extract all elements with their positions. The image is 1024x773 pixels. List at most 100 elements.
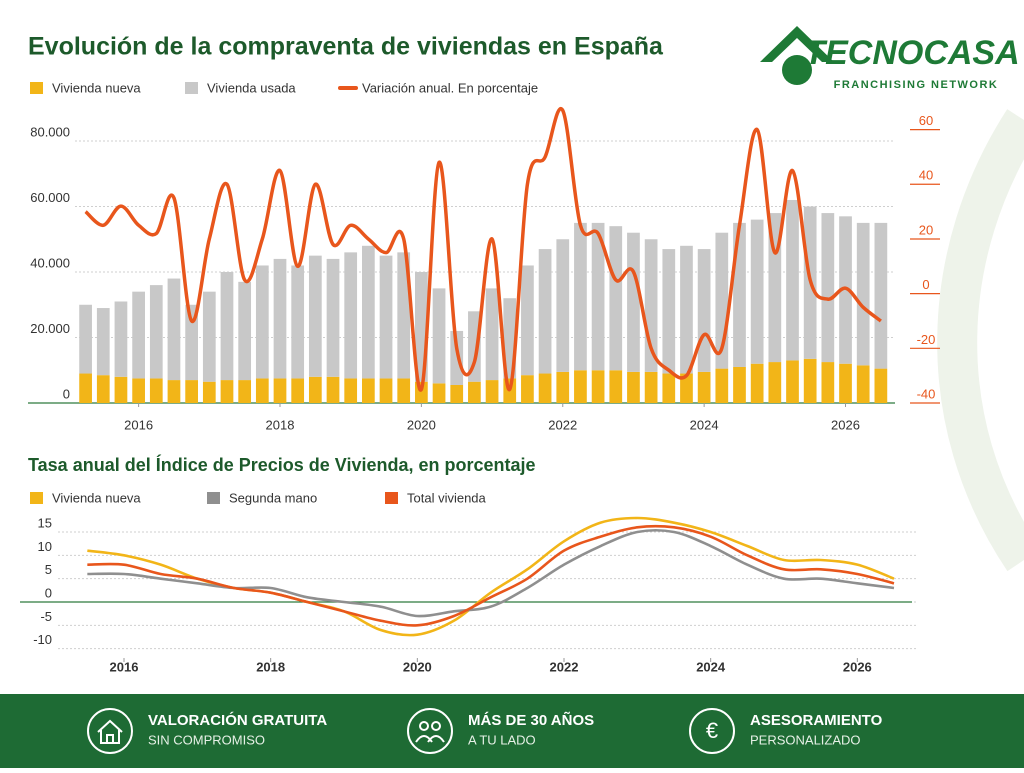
legend-label: Vivienda usada [207, 80, 296, 95]
bar [538, 249, 552, 374]
x-tick-label: 2016 [124, 417, 153, 432]
bar [255, 265, 269, 379]
bar [308, 376, 322, 403]
x-tick-label: 2020 [403, 659, 432, 674]
bar [255, 378, 269, 403]
legend-swatch [385, 492, 398, 504]
x-tick-label: 2026 [831, 417, 860, 432]
bar [202, 291, 216, 382]
bar [750, 363, 764, 403]
bar [468, 381, 481, 403]
bar [803, 358, 817, 403]
footer-subtitle: SIN COMPROMISO [148, 732, 265, 747]
bar [662, 373, 676, 403]
legend-swatch [185, 82, 198, 94]
footer-title: MÁS DE 30 AÑOS [468, 711, 594, 729]
bar [733, 366, 746, 403]
logo-circle [782, 55, 812, 85]
x-tick-label: 2022 [550, 659, 579, 674]
bar [397, 378, 411, 403]
icon-people [415, 735, 445, 743]
logo-roof [760, 26, 834, 62]
y-tick-label: -5 [40, 609, 52, 624]
bar [627, 232, 640, 372]
bar [680, 373, 693, 403]
icon-house [97, 719, 123, 744]
bar [326, 258, 340, 377]
bar [574, 222, 587, 371]
chart-title: Evolución de la compraventa de viviendas… [28, 33, 664, 61]
y2-tick-label: -40 [917, 386, 936, 401]
bar [839, 363, 852, 403]
y2-tick-label: 40 [919, 168, 933, 183]
bar [273, 378, 287, 403]
bar [450, 384, 464, 403]
bar [149, 285, 163, 379]
legend-swatch [207, 492, 220, 504]
bar [662, 249, 676, 374]
x-tick-label: 2020 [407, 417, 436, 432]
legend-label: Segunda mano [229, 490, 317, 505]
series-line [87, 528, 895, 618]
icon-person [431, 721, 441, 731]
bar [591, 370, 605, 403]
bar [238, 281, 252, 381]
y2-tick-label: 60 [919, 113, 933, 128]
bar [768, 362, 782, 403]
y-tick-label: -10 [33, 632, 52, 647]
bar [556, 371, 570, 403]
bar [273, 258, 287, 379]
bar [574, 370, 587, 403]
legend-label: Total vivienda [407, 490, 487, 505]
bar [114, 376, 128, 403]
y-tick-label: 0 [45, 585, 52, 600]
icon-circle [689, 708, 735, 754]
bar [185, 380, 198, 403]
legend-label: Variación anual. En porcentaje [362, 80, 538, 95]
icon-circle [87, 708, 133, 754]
y-tick-label: 10 [38, 539, 52, 554]
y-tick-label: 40.000 [30, 255, 70, 270]
y2-tick-label: -20 [917, 332, 936, 347]
bar [821, 362, 835, 403]
bar [468, 311, 481, 382]
bar [202, 381, 216, 403]
series-line [87, 524, 895, 627]
bar [291, 265, 305, 379]
x-tick-label: 2018 [266, 417, 295, 432]
bar [644, 371, 658, 403]
y-tick-label: 80.000 [30, 124, 70, 139]
legend-swatch [30, 492, 43, 504]
bar [450, 330, 464, 385]
y-tick-label: 20.000 [30, 321, 70, 336]
bar [521, 265, 534, 376]
background-swirl [937, 109, 1024, 572]
bar [874, 368, 888, 403]
y2-tick-label: 20 [919, 222, 933, 237]
y-tick-label: 0 [63, 386, 70, 401]
bar [79, 304, 92, 374]
bar [856, 222, 870, 366]
bar [485, 380, 499, 403]
x-tick-label: 2026 [843, 659, 872, 674]
bar [591, 222, 605, 371]
bar [856, 365, 870, 403]
bar [397, 252, 411, 379]
bar [432, 383, 446, 403]
footer-subtitle: PERSONALIZADO [750, 732, 861, 747]
footer-band [0, 694, 1024, 768]
chart-title: Tasa anual del Índice de Precios de Vivi… [28, 454, 536, 475]
logo-name: TECNOCASA [804, 34, 1019, 72]
y2-tick-label: 0 [922, 277, 929, 292]
bar [697, 249, 711, 372]
bar [538, 373, 552, 403]
bar [185, 304, 198, 381]
bar [149, 378, 163, 403]
bar [485, 288, 499, 381]
footer-title: VALORACIÓN GRATUITA [148, 711, 327, 729]
bar [220, 380, 234, 403]
bar [291, 378, 305, 403]
bar [874, 222, 888, 369]
bar [821, 213, 835, 363]
x-tick-label: 2024 [696, 659, 726, 674]
